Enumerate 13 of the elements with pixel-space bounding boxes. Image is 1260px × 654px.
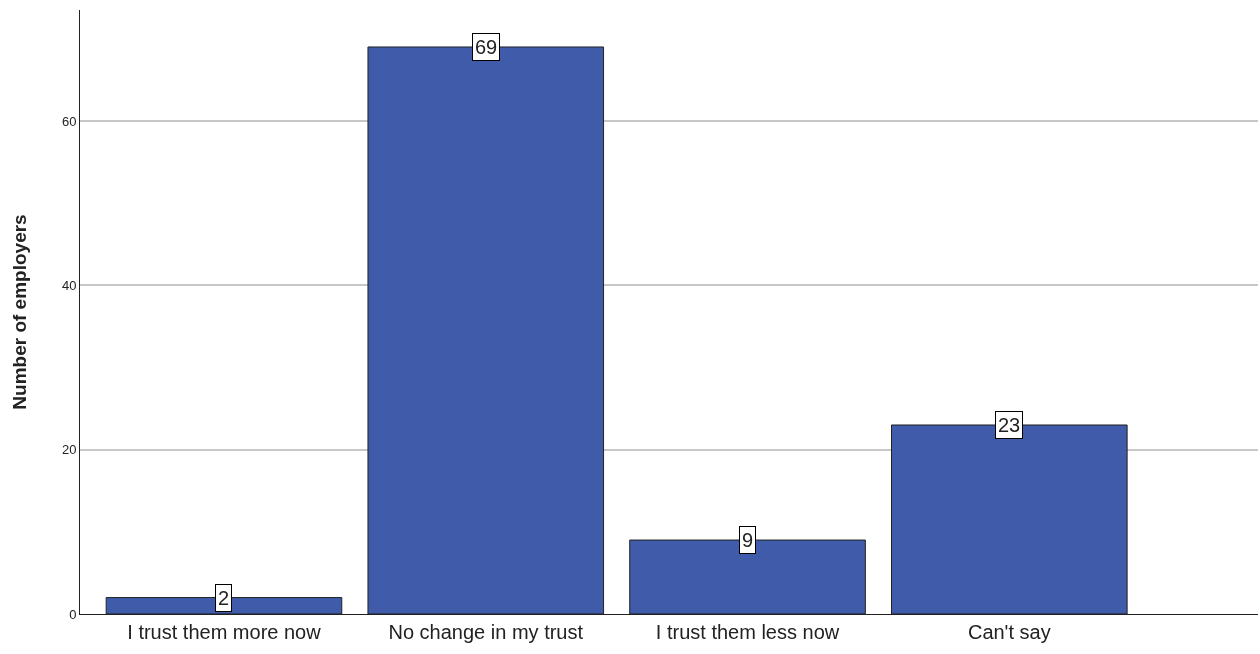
x-tick-label: No change in my trust [388,621,584,643]
x-tick-label: I trust them more now [127,621,322,643]
data-label: 2 [218,587,230,609]
data-label: 69 [475,36,498,58]
y-tick-label: 60 [61,113,77,129]
y-tick-label: 20 [61,442,77,458]
data-label: 9 [742,529,754,551]
data-label: 23 [998,414,1021,436]
y-tick-label: 40 [61,277,77,293]
x-tick-label: I trust them less now [655,621,840,643]
y-axis-title: Number of employers [8,214,30,410]
x-tick-label: Can't say [967,621,1051,643]
y-tick-label: 0 [69,606,77,622]
